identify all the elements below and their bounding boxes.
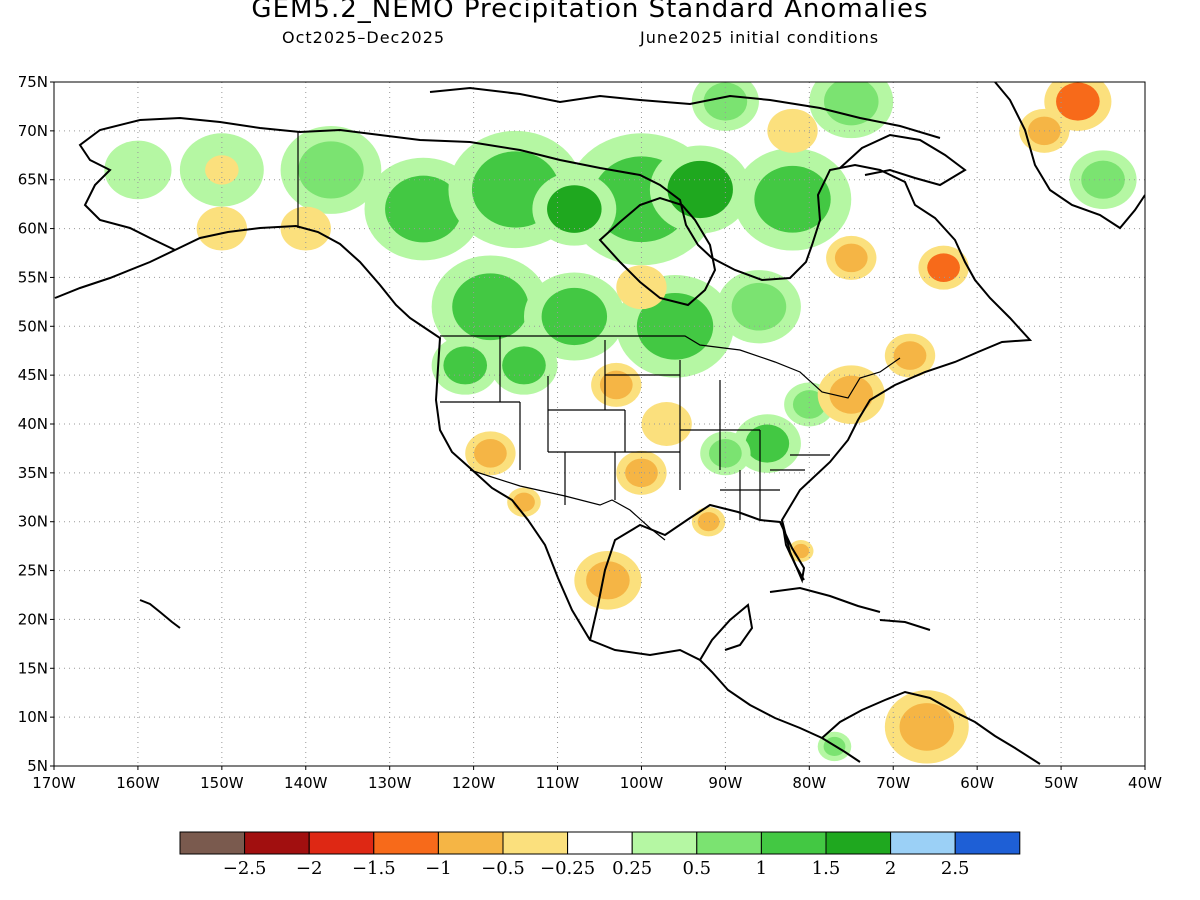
lon-tick-label: 100W — [620, 774, 664, 792]
lon-tick-label: 120W — [452, 774, 496, 792]
lat-tick-label: 70N — [18, 122, 48, 140]
colorbar-swatch — [438, 832, 503, 854]
colorbar-label: 1 — [756, 858, 767, 879]
lon-tick-label: 50W — [1044, 774, 1078, 792]
lon-tick-label: 90W — [708, 774, 742, 792]
colorbar-label: −2.5 — [223, 858, 267, 879]
colorbar-swatch — [955, 832, 1020, 854]
anomaly-core — [709, 439, 742, 468]
colorbar-label: −1 — [425, 858, 452, 879]
coastline-baffin — [840, 135, 965, 185]
colorbar-swatch — [309, 832, 374, 854]
colorbar-label: −0.25 — [540, 858, 595, 879]
lat-tick-label: 55N — [18, 268, 48, 286]
colorbar-swatch — [891, 832, 956, 854]
colorbar-swatch — [180, 832, 245, 854]
lon-tick-label: 170W — [32, 774, 76, 792]
lat-tick-label: 50N — [18, 317, 48, 335]
colorbar-swatch — [374, 832, 439, 854]
anomaly-core — [732, 283, 787, 331]
coastline-hispaniola — [880, 620, 930, 630]
anomaly-core — [835, 244, 868, 273]
colorbar-label: −0.5 — [481, 858, 525, 879]
lon-tick-label: 150W — [200, 774, 244, 792]
anomaly-core — [667, 161, 732, 218]
anomaly-core — [474, 439, 507, 468]
colorbar-label: 2 — [885, 858, 896, 879]
lat-tick-label: 20N — [18, 610, 48, 628]
lon-tick-label: 130W — [368, 774, 412, 792]
colorbar-swatch — [632, 832, 697, 854]
anomaly-core — [824, 78, 879, 126]
lat-tick-label: 5N — [27, 757, 48, 775]
lat-tick-label: 40N — [18, 415, 48, 433]
colorbar-swatch — [697, 832, 762, 854]
coastline-hawaii — [140, 600, 180, 628]
precipitation-map: 5N 10N 15N 20N 25N 30N 35N 40N 45N 50N 55N 60N 65N 70… — [0, 0, 1200, 900]
anomaly-core — [547, 185, 602, 233]
coastline-yucatan — [700, 605, 752, 660]
anomaly-core — [443, 346, 487, 384]
lon-tick-label: 140W — [284, 774, 328, 792]
colorbar-swatch — [503, 832, 568, 854]
anomaly-core — [513, 493, 535, 512]
lat-tick-label: 25N — [18, 562, 48, 580]
anomaly-core — [298, 141, 363, 198]
anomaly-core — [776, 117, 809, 146]
anomaly-field — [104, 65, 1136, 764]
anomaly-core — [502, 346, 546, 384]
lon-tick-label: 110W — [536, 774, 580, 792]
anomaly-core — [116, 151, 160, 189]
lon-tick-label: 160W — [116, 774, 160, 792]
lat-tick-label: 15N — [18, 659, 48, 677]
lat-tick-label: 10N — [18, 708, 48, 726]
lat-tick-label: 30N — [18, 513, 48, 531]
colorbar-swatch — [826, 832, 891, 854]
anomaly-core — [927, 253, 960, 282]
lat-tick-label: 60N — [18, 220, 48, 238]
anomaly-core — [900, 703, 955, 751]
anomaly-core — [1081, 161, 1125, 199]
coastline-cuba — [770, 588, 880, 612]
lat-tick-label: 65N — [18, 171, 48, 189]
lat-tick-label: 45N — [18, 366, 48, 384]
colorbar-swatch — [761, 832, 826, 854]
anomaly-core — [793, 544, 809, 558]
colorbar: −2.5 −2 −1.5 −1 −0.5 −0.25 0.25 0.5 1 1.5 2 2.5 — [180, 832, 1020, 879]
anomaly-core — [205, 214, 238, 243]
lat-tick-label: 75N — [18, 73, 48, 91]
lat-tick-label: 35N — [18, 464, 48, 482]
anomaly-core — [452, 273, 528, 340]
lon-tick-label: 70W — [876, 774, 910, 792]
lon-tick-label: 60W — [960, 774, 994, 792]
anomaly-core — [1056, 82, 1100, 120]
colorbar-label: −2 — [296, 858, 323, 879]
lon-tick-label: 40W — [1128, 774, 1162, 792]
anomaly-core — [211, 160, 233, 179]
anomaly-core — [586, 561, 630, 599]
lon-tick-label: 80W — [792, 774, 826, 792]
anomaly-core — [894, 341, 927, 370]
colorbar-swatch — [245, 832, 310, 854]
colorbar-label: 1.5 — [812, 858, 841, 879]
colorbar-label: −1.5 — [352, 858, 396, 879]
colorbar-label: 0.25 — [612, 858, 652, 879]
colorbar-label: 2.5 — [941, 858, 970, 879]
anomaly-core — [650, 410, 683, 439]
anomaly-core — [704, 82, 748, 120]
colorbar-label: 0.5 — [682, 858, 711, 879]
anomaly-core — [698, 512, 720, 531]
colorbar-swatch — [568, 832, 633, 854]
